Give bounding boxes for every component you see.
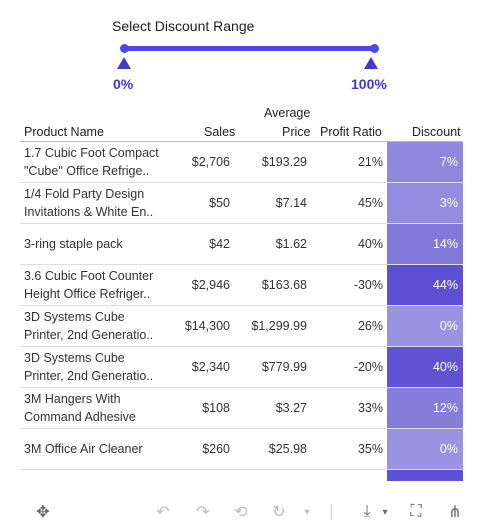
- table-row[interactable]: 3D Systems Cube Printer, 2nd Generatio.. …: [20, 306, 463, 347]
- cell-product-name: 3D Systems Cube Printer, 2nd Generatio..: [24, 306, 174, 346]
- cell-discount: 7%: [387, 142, 463, 182]
- cell-profit-ratio: -20%: [353, 360, 383, 374]
- refresh-icon[interactable]: ↻: [272, 504, 286, 521]
- cell-sales: $83: [170, 470, 230, 481]
- undo-icon[interactable]: ↶: [156, 504, 170, 521]
- cell-profit-ratio: 33%: [357, 401, 383, 415]
- cell-profit-ratio: 45%: [357, 196, 383, 210]
- slider-min-dot[interactable]: [120, 44, 129, 53]
- cell-average-price: $193.29: [261, 155, 307, 169]
- product-name-line2: Command Adhesive: [24, 410, 136, 424]
- cell-product-name: 3.6 Cubic Foot Counter Height Office Refr…: [24, 265, 174, 305]
- cell-average-price: $1.62: [275, 237, 307, 251]
- cell-product-name: 3-ring staple pack: [24, 224, 174, 264]
- cell-sales: $42: [209, 237, 230, 251]
- filter-title: Select Discount Range: [112, 18, 255, 34]
- slider-min-handle[interactable]: [117, 57, 131, 69]
- product-name-line2: Printer, 2nd Generatio..: [24, 328, 154, 342]
- table-row[interactable]: 3M Office Air Cleaner $260 $25.98 35% 0%: [20, 429, 463, 470]
- toolbar: ✥ ↶ ↷ ⟲ ↻ ▾ ⤓ ▾ ⛶ ⋔: [0, 497, 500, 527]
- chevron-down-icon[interactable]: ▾: [304, 506, 310, 518]
- cell-sales: $2,706: [191, 155, 230, 169]
- product-name-line1: 1/4 Fold Party Design: [24, 187, 145, 201]
- cell-profit-ratio: -30%: [353, 278, 383, 292]
- cell-sales: $14,300: [184, 319, 230, 333]
- cell-sales: $2,946: [191, 278, 230, 292]
- toolbar-divider: [331, 504, 332, 520]
- product-name-line2: Height Office Refriger..: [24, 287, 151, 301]
- cell-discount: 0%: [387, 429, 463, 469]
- table-row[interactable]: 1.7 Cubic Foot Compact "Cube" Office Refr…: [20, 142, 463, 183]
- table-row[interactable]: 3M Organizer Strips $83 $3.20 12% 41%: [20, 470, 463, 481]
- cell-profit-ratio: 40%: [357, 237, 383, 251]
- header-average[interactable]: Average: [264, 106, 311, 120]
- cell-sales: $108: [202, 401, 230, 415]
- product-name-line1: 3.6 Cubic Foot Counter: [24, 269, 154, 283]
- cell-discount: 44%: [387, 265, 463, 305]
- cell-average-price: $779.99: [261, 360, 307, 374]
- header-sales[interactable]: Sales: [204, 125, 236, 139]
- cell-product-name: 3M Hangers With Command Adhesive: [24, 388, 174, 428]
- cell-average-price: $25.98: [268, 442, 307, 456]
- cell-average-price: $1,299.99: [251, 319, 307, 333]
- cell-discount: 14%: [387, 224, 463, 264]
- revert-icon[interactable]: ⟲: [234, 504, 248, 521]
- product-name-line1: 1.7 Cubic Foot Compact: [24, 146, 159, 160]
- fullscreen-icon[interactable]: ⛶: [410, 503, 422, 520]
- header-product-name[interactable]: Product Name: [24, 125, 104, 139]
- product-name-line1: 3D Systems Cube: [24, 310, 125, 324]
- cell-sales: $2,340: [191, 360, 230, 374]
- product-name-line1: 3M Hangers With: [24, 392, 121, 406]
- move-icon[interactable]: ✥: [36, 504, 50, 521]
- cell-sales: $50: [209, 196, 230, 210]
- cell-profit-ratio: 21%: [357, 155, 383, 169]
- header-price[interactable]: Price: [282, 125, 311, 139]
- redo-icon[interactable]: ↷: [196, 504, 210, 521]
- cell-average-price: $3.20: [235, 470, 307, 481]
- slider-max-dot[interactable]: [370, 44, 379, 53]
- cell-average-price: $163.68: [261, 278, 307, 292]
- product-name-line1: 3M Office Air Cleaner: [24, 442, 143, 456]
- table-row[interactable]: 3.6 Cubic Foot Counter Height Office Refr…: [20, 265, 463, 306]
- cell-average-price: $7.14: [275, 196, 307, 210]
- product-name-line2: Invitations & White En..: [24, 205, 154, 219]
- cell-average-price: $3.27: [275, 401, 307, 415]
- cell-discount: 41%: [387, 470, 463, 481]
- table-row[interactable]: 3D Systems Cube Printer, 2nd Generatio.. …: [20, 347, 463, 388]
- range-max-label: 100%: [351, 76, 387, 92]
- table-header: Product Name Sales Average Price Profit …: [20, 104, 463, 142]
- header-discount[interactable]: Discount: [412, 125, 461, 139]
- cell-discount: 3%: [387, 183, 463, 223]
- product-name-line2: "Cube" Office Refrige..: [24, 164, 150, 178]
- cell-sales: $260: [202, 442, 230, 456]
- cell-discount: 12%: [387, 388, 463, 428]
- cell-product-name: 3D Systems Cube Printer, 2nd Generatio..: [24, 347, 174, 387]
- table-row[interactable]: 1/4 Fold Party Design Invitations & White…: [20, 183, 463, 224]
- slider-track[interactable]: [124, 46, 375, 51]
- table-row[interactable]: 3M Hangers With Command Adhesive $108 $3.…: [20, 388, 463, 429]
- cell-profit-ratio: 35%: [357, 442, 383, 456]
- cell-product-name: 1/4 Fold Party Design Invitations & White…: [24, 183, 174, 223]
- cell-discount: 0%: [387, 306, 463, 346]
- cell-profit-ratio: 26%: [357, 319, 383, 333]
- share-icon[interactable]: ⋔: [448, 504, 462, 521]
- product-name-line2: Printer, 2nd Generatio..: [24, 369, 154, 383]
- table-row[interactable]: 3-ring staple pack $42 $1.62 40% 14%: [20, 224, 463, 265]
- download-icon[interactable]: ⤓: [363, 503, 371, 520]
- cell-product-name: 3M Organizer Strips: [24, 470, 174, 481]
- product-name-line1: 3D Systems Cube: [24, 351, 125, 365]
- header-profit-ratio[interactable]: Profit Ratio: [320, 125, 382, 139]
- table-body[interactable]: 1.7 Cubic Foot Compact "Cube" Office Refr…: [20, 141, 463, 481]
- cell-product-name: 1.7 Cubic Foot Compact "Cube" Office Refr…: [24, 142, 174, 182]
- range-min-label: 0%: [113, 76, 134, 92]
- cell-product-name: 3M Office Air Cleaner: [24, 429, 174, 469]
- cell-profit-ratio: 12%: [315, 470, 383, 481]
- cell-discount: 40%: [387, 347, 463, 387]
- product-name-line1: 3-ring staple pack: [24, 237, 123, 251]
- slider-max-handle[interactable]: [364, 57, 378, 69]
- chevron-down-icon[interactable]: ▾: [382, 506, 388, 518]
